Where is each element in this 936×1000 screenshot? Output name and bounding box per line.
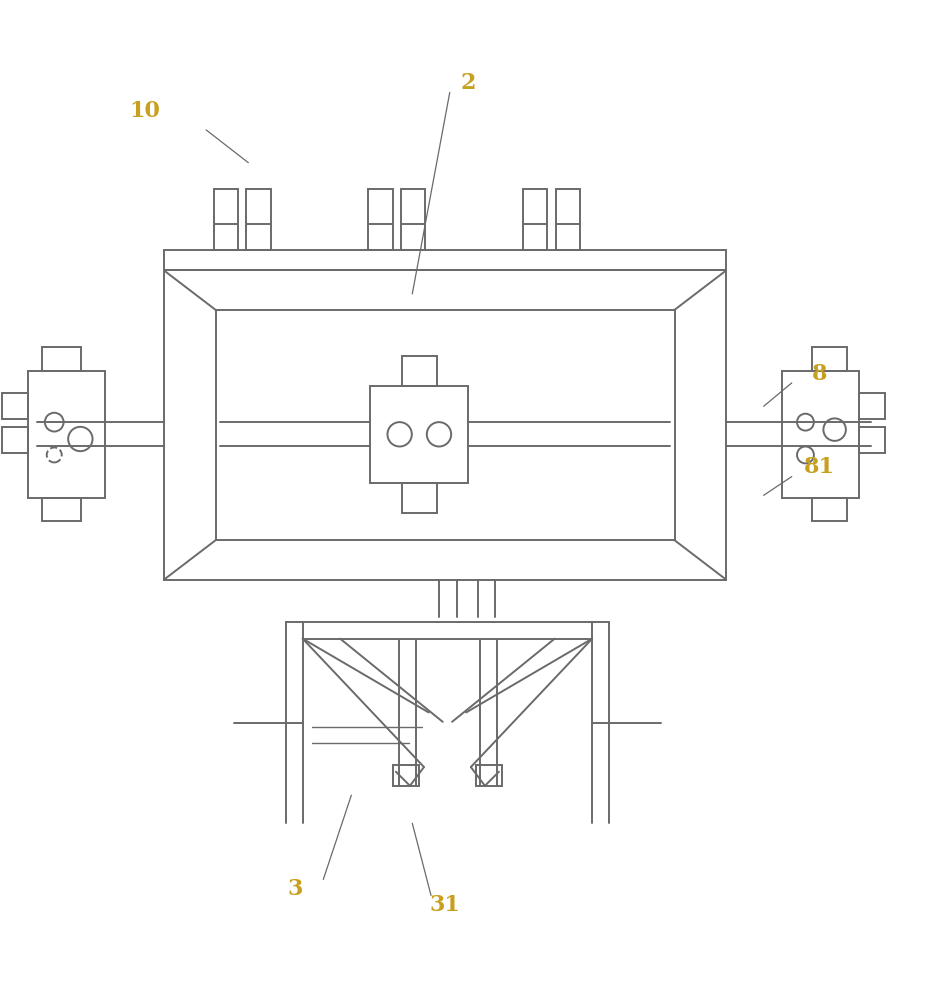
Bar: [370, 386, 468, 483]
Text: 2: 2: [461, 72, 475, 94]
Bar: [811, 498, 846, 521]
Bar: [858, 427, 885, 453]
Bar: [401, 356, 436, 386]
Bar: [858, 393, 885, 419]
Text: 3: 3: [287, 878, 302, 900]
Text: 8: 8: [812, 363, 826, 385]
Bar: [401, 483, 436, 513]
Bar: [522, 189, 547, 250]
Bar: [782, 371, 858, 498]
Bar: [475, 765, 502, 786]
Bar: [368, 189, 392, 250]
Bar: [2, 393, 28, 419]
Bar: [28, 371, 105, 498]
Text: 10: 10: [130, 100, 160, 122]
Bar: [555, 189, 579, 250]
Bar: [2, 427, 28, 453]
Bar: [246, 189, 271, 250]
Bar: [42, 347, 81, 371]
Text: 81: 81: [803, 456, 835, 478]
Bar: [401, 189, 425, 250]
Bar: [164, 250, 725, 270]
Bar: [164, 270, 725, 580]
Bar: [213, 189, 238, 250]
Bar: [393, 765, 419, 786]
Bar: [42, 498, 81, 521]
Bar: [811, 347, 846, 371]
Text: 31: 31: [430, 894, 460, 916]
